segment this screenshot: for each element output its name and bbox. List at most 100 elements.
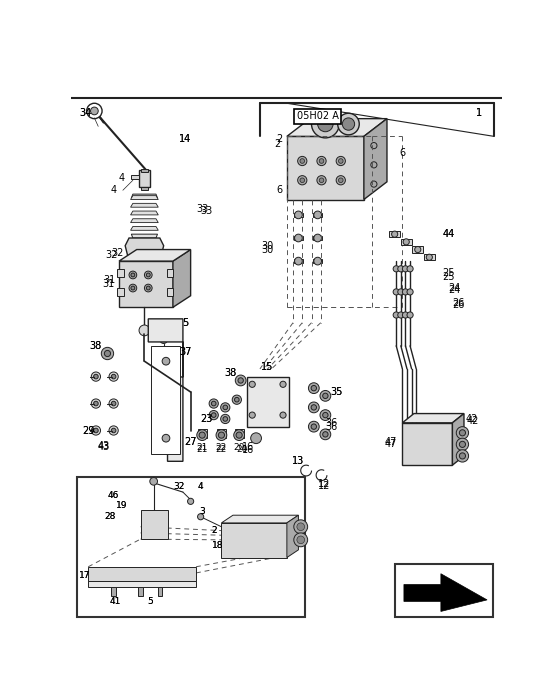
Polygon shape — [452, 414, 464, 466]
Text: 44: 44 — [442, 229, 454, 239]
Circle shape — [297, 176, 307, 185]
Circle shape — [146, 286, 150, 290]
Text: 24: 24 — [448, 283, 460, 293]
Text: 17: 17 — [79, 570, 91, 580]
Text: 43: 43 — [97, 441, 110, 451]
Text: 21: 21 — [196, 445, 208, 454]
Polygon shape — [148, 319, 183, 461]
Polygon shape — [131, 194, 158, 198]
Text: 5: 5 — [148, 597, 154, 606]
Text: 38: 38 — [90, 341, 102, 351]
Bar — [235, 429, 244, 438]
Text: 28: 28 — [104, 512, 116, 522]
Text: 20: 20 — [234, 443, 245, 452]
Circle shape — [393, 312, 399, 318]
Text: 5: 5 — [148, 597, 154, 606]
Circle shape — [146, 273, 150, 277]
Polygon shape — [404, 574, 487, 612]
Bar — [294, 213, 303, 217]
Text: 36: 36 — [325, 421, 338, 432]
Circle shape — [235, 398, 239, 402]
Text: 41: 41 — [110, 597, 121, 606]
Circle shape — [109, 399, 119, 408]
Circle shape — [249, 382, 255, 387]
Text: 32: 32 — [173, 482, 185, 491]
Circle shape — [320, 410, 331, 421]
Polygon shape — [131, 234, 158, 238]
Circle shape — [294, 533, 307, 547]
Text: 37: 37 — [179, 347, 191, 357]
Text: 4: 4 — [198, 482, 203, 491]
Circle shape — [105, 351, 111, 356]
Circle shape — [221, 402, 230, 412]
Text: 46: 46 — [108, 491, 119, 500]
Circle shape — [111, 401, 116, 406]
Polygon shape — [119, 250, 191, 261]
Text: 6: 6 — [399, 148, 405, 158]
Text: 33: 33 — [196, 204, 209, 214]
Text: 4: 4 — [198, 482, 203, 491]
Bar — [150, 346, 180, 454]
Circle shape — [197, 514, 203, 520]
Circle shape — [402, 312, 409, 318]
Text: 2: 2 — [211, 526, 216, 535]
Circle shape — [109, 372, 119, 382]
Text: 33: 33 — [200, 206, 212, 216]
Text: 29: 29 — [82, 426, 94, 435]
Bar — [160, 357, 167, 361]
Text: 25: 25 — [442, 267, 455, 278]
Text: 34: 34 — [79, 108, 91, 118]
Circle shape — [456, 426, 468, 439]
Circle shape — [311, 424, 316, 429]
Bar — [389, 231, 400, 237]
Polygon shape — [287, 515, 299, 557]
Text: 28: 28 — [104, 512, 116, 522]
Circle shape — [91, 399, 101, 408]
Polygon shape — [173, 250, 191, 307]
Circle shape — [187, 498, 194, 505]
Text: 18: 18 — [212, 542, 224, 550]
Circle shape — [297, 536, 305, 544]
Circle shape — [319, 178, 324, 183]
Circle shape — [219, 432, 225, 438]
Circle shape — [336, 176, 345, 185]
Circle shape — [160, 336, 168, 344]
Bar — [141, 187, 148, 190]
Circle shape — [91, 107, 98, 115]
Text: 22: 22 — [216, 445, 227, 454]
Text: 16: 16 — [242, 444, 254, 455]
Circle shape — [338, 178, 343, 183]
Bar — [294, 259, 303, 263]
Circle shape — [297, 156, 307, 166]
Text: 24: 24 — [448, 286, 460, 295]
Text: 21: 21 — [196, 443, 208, 452]
Circle shape — [456, 438, 468, 451]
Text: 42: 42 — [467, 416, 480, 426]
Text: 35: 35 — [331, 387, 343, 397]
Circle shape — [323, 432, 328, 437]
Circle shape — [162, 434, 170, 442]
Circle shape — [223, 405, 228, 409]
Text: 32: 32 — [111, 248, 124, 258]
Circle shape — [309, 383, 319, 393]
Circle shape — [415, 246, 421, 253]
Text: 37: 37 — [179, 347, 191, 357]
Bar — [247, 377, 289, 427]
Bar — [221, 523, 287, 558]
Text: 1: 1 — [476, 108, 482, 118]
Circle shape — [199, 432, 205, 438]
Text: 46: 46 — [108, 491, 119, 500]
Text: 18: 18 — [212, 542, 224, 550]
Text: 3: 3 — [200, 507, 205, 516]
Polygon shape — [221, 515, 299, 523]
Circle shape — [111, 374, 116, 379]
Circle shape — [236, 432, 242, 438]
Text: 19: 19 — [116, 501, 127, 510]
Circle shape — [398, 266, 404, 272]
Circle shape — [323, 412, 328, 418]
Circle shape — [221, 414, 230, 424]
Bar — [111, 587, 116, 596]
Text: 29: 29 — [82, 426, 94, 435]
Text: 15: 15 — [262, 363, 274, 372]
Circle shape — [336, 156, 345, 166]
